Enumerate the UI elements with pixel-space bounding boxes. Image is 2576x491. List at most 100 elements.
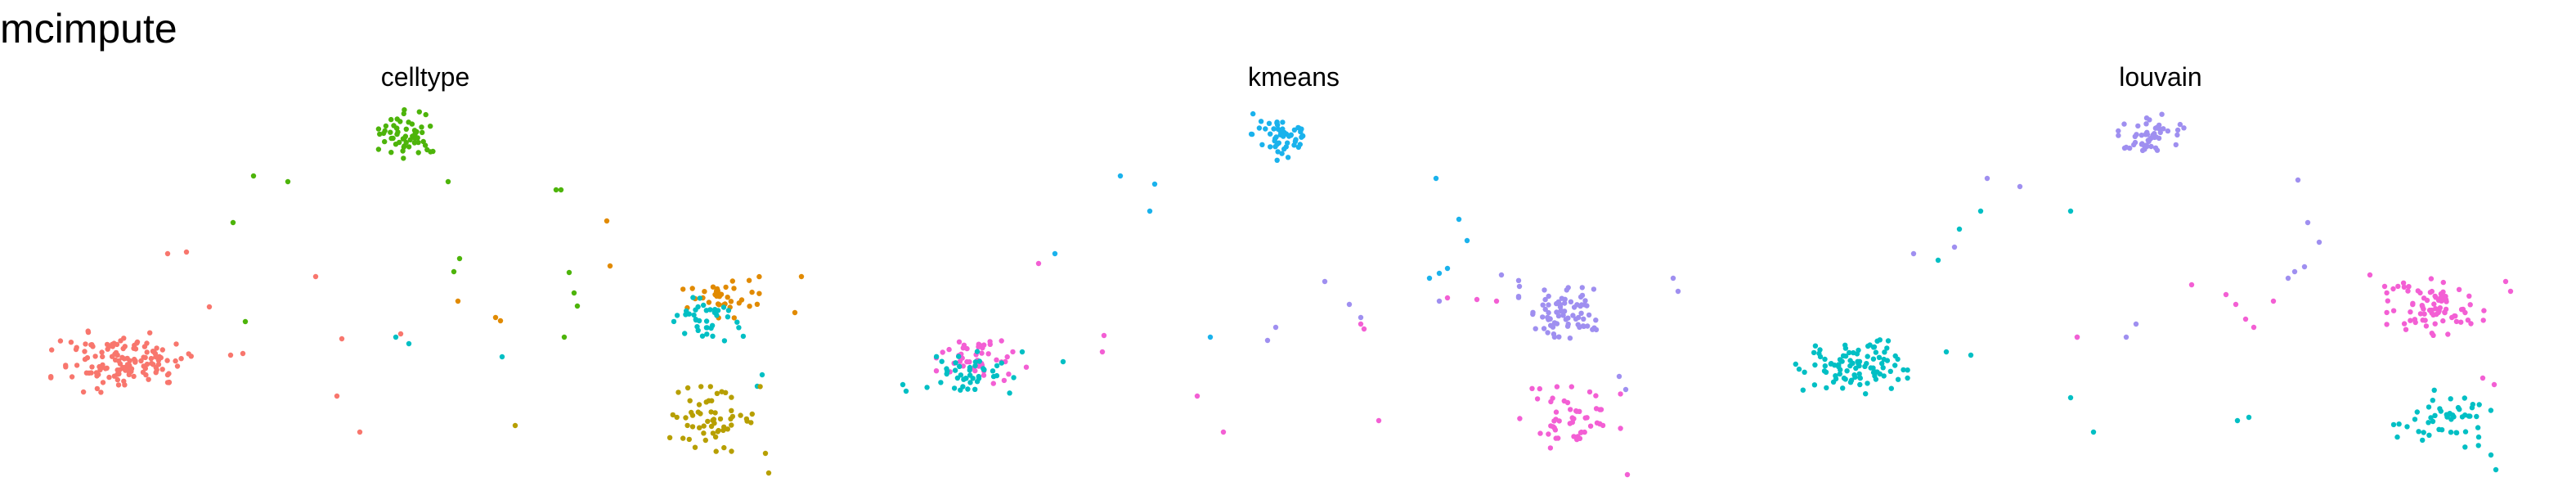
data-point-celltype-green (401, 110, 406, 117)
data-point-celltype-green (377, 131, 383, 137)
data-point-louvain-cyan (1865, 343, 1871, 349)
data-point-kmeans-pink (981, 372, 987, 378)
data-point-louvain-cyan (1864, 361, 1869, 367)
data-point-louvain-purple (2139, 141, 2145, 146)
data-point-kmeans-purple (1346, 301, 1353, 308)
data-point-celltype-green (451, 268, 457, 275)
data-point-kmeans-pink (1624, 471, 1631, 478)
data-point-celltype-red (206, 304, 213, 310)
data-point-kmeans-sky (1248, 131, 1254, 137)
data-point-kmeans-pink (999, 338, 1004, 344)
data-point-louvain-cyan (1842, 342, 1848, 348)
data-point-louvain-cyan (1811, 382, 1818, 388)
data-point-celltype-red (164, 372, 171, 378)
data-point-louvain-cyan (1873, 349, 1879, 355)
data-point-celltype-green (242, 318, 249, 325)
data-point-celltype-green (403, 139, 409, 146)
data-point-celltype-orange (729, 278, 735, 284)
data-point-celltype-red (159, 347, 165, 353)
data-point-celltype-green (420, 138, 426, 145)
data-point-celltype-red (85, 328, 91, 334)
data-point-celltype-cyan (699, 333, 706, 339)
data-point-celltype-green (375, 146, 382, 152)
data-point-kmeans-pink (1569, 419, 1576, 426)
data-point-celltype-green (571, 290, 577, 296)
data-point-kmeans-sky (1299, 134, 1304, 140)
data-point-louvain-cyan (2390, 421, 2397, 428)
data-point-louvain-pink (2427, 290, 2434, 295)
data-point-louvain-cyan (2431, 387, 2437, 393)
data-point-celltype-red (92, 354, 98, 359)
data-point-kmeans-sky (1286, 133, 1292, 139)
data-point-celltype-red (106, 374, 112, 381)
data-point-celltype-olive (683, 415, 689, 421)
data-point-celltype-red (144, 349, 150, 355)
data-point-celltype-red (89, 342, 95, 348)
data-point-kmeans-cyan (938, 380, 944, 385)
data-point-louvain-cyan (1884, 345, 1890, 351)
data-point-kmeans-pink (956, 339, 963, 345)
data-point-celltype-green (230, 219, 236, 226)
data-point-celltype-green (561, 334, 568, 340)
data-point-louvain-pink (2395, 283, 2401, 290)
panel-title-celltype: celltype (381, 62, 470, 92)
data-point-louvain-pink (2367, 272, 2373, 278)
data-point-celltype-red (112, 357, 119, 363)
data-point-kmeans-pink (1587, 423, 1594, 429)
data-point-kmeans-pink (1568, 407, 1573, 412)
data-point-louvain-pink (2430, 332, 2436, 338)
data-point-celltype-red (89, 364, 95, 370)
data-point-celltype-green (456, 255, 463, 262)
data-point-louvain-cyan (2447, 411, 2453, 417)
data-point-kmeans-cyan (976, 373, 982, 380)
data-point-louvain-cyan (1800, 387, 1806, 393)
data-point-louvain-cyan (1870, 356, 1877, 362)
data-point-louvain-pink (2384, 309, 2390, 316)
data-point-celltype-green (409, 121, 415, 127)
data-point-kmeans-pink (1035, 260, 1042, 267)
data-point-louvain-cyan (1832, 363, 1838, 368)
data-point-louvain-cyan (2462, 395, 2467, 401)
data-point-louvain-pink (2417, 311, 2424, 317)
data-point-louvain-pink (2408, 318, 2413, 323)
data-point-kmeans-pink (979, 350, 985, 356)
data-point-louvain-pink (2400, 280, 2407, 286)
data-point-kmeans-pink (1361, 326, 1367, 332)
data-point-celltype-orange (731, 286, 737, 291)
data-point-celltype-orange (706, 300, 712, 305)
data-point-kmeans-cyan (972, 359, 979, 365)
data-point-louvain-cyan (2432, 412, 2438, 418)
data-point-celltype-orange (497, 318, 504, 324)
data-point-kmeans-sky (1258, 119, 1264, 124)
data-point-kmeans-sky (1426, 275, 1433, 282)
data-point-louvain-purple (2143, 115, 2150, 121)
data-point-kmeans-purple (1551, 334, 1558, 340)
data-point-louvain-pink (2432, 293, 2438, 300)
data-point-celltype-red (94, 373, 100, 379)
data-point-louvain-cyan (2448, 396, 2453, 402)
data-point-kmeans-purple (1565, 285, 1571, 291)
data-point-louvain-cyan (1905, 375, 1910, 381)
data-point-louvain-purple (2154, 124, 2160, 130)
data-point-louvain-pink (2433, 306, 2439, 312)
data-point-kmeans-purple (1570, 313, 1576, 318)
data-point-kmeans-pink (1568, 384, 1575, 390)
data-point-kmeans-cyan (900, 381, 906, 388)
data-point-louvain-purple (2174, 132, 2180, 138)
data-point-kmeans-purple (1498, 272, 1505, 278)
data-point-louvain-purple (2316, 239, 2322, 246)
data-point-kmeans-pink (1577, 435, 1583, 441)
data-point-louvain-cyan (2426, 420, 2431, 426)
data-point-celltype-red (159, 367, 165, 372)
data-point-louvain-pink (2481, 308, 2487, 313)
data-point-celltype-cyan (690, 295, 696, 300)
data-point-kmeans-purple (1591, 286, 1597, 292)
data-point-kmeans-cyan (1011, 375, 1016, 381)
data-point-louvain-cyan (1857, 381, 1863, 388)
data-point-celltype-cyan (499, 354, 505, 360)
data-point-louvain-cyan (2437, 406, 2443, 412)
data-point-louvain-cyan (1901, 367, 1906, 373)
data-point-celltype-cyan (701, 302, 707, 309)
data-point-celltype-orange (723, 284, 729, 291)
